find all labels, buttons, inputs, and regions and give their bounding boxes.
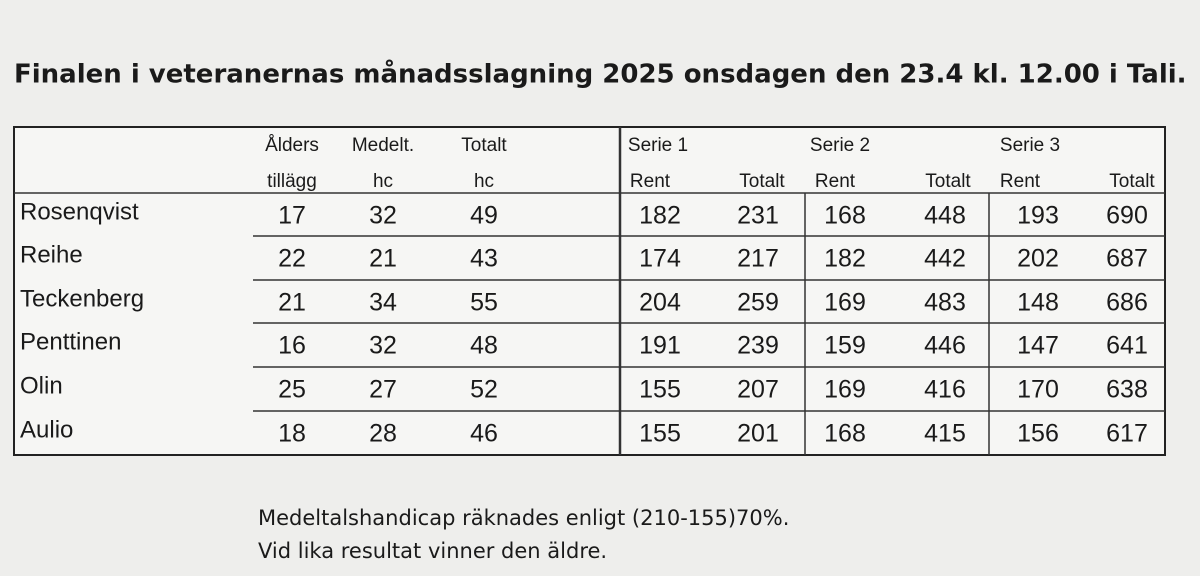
- cell: 18: [278, 420, 306, 448]
- cell: 170: [1017, 376, 1059, 404]
- cell: 416: [924, 376, 966, 404]
- table-frame: [13, 126, 1166, 456]
- cell: 415: [924, 420, 966, 448]
- header-label: Totalt: [461, 135, 507, 156]
- cell: 49: [470, 202, 498, 230]
- cell: 17: [278, 202, 306, 230]
- cell: 21: [278, 289, 306, 317]
- cell: 16: [278, 332, 306, 360]
- player-name: Teckenberg: [20, 285, 144, 312]
- cell: 21: [369, 245, 397, 273]
- cell: 217: [737, 245, 779, 273]
- header-label: Medelt.: [352, 135, 414, 156]
- player-name: Rosenqvist: [20, 198, 139, 225]
- cell: 34: [369, 289, 397, 317]
- cell: 239: [737, 332, 779, 360]
- cell: 231: [737, 202, 779, 230]
- cell: 638: [1106, 376, 1148, 404]
- cell: 52: [470, 376, 498, 404]
- cell: 48: [470, 332, 498, 360]
- header-label: Rent: [1000, 171, 1041, 192]
- player-name: Aulio: [20, 416, 73, 443]
- cell: 193: [1017, 202, 1059, 230]
- cell: 687: [1106, 245, 1148, 273]
- cell: 43: [470, 245, 498, 273]
- cell: 169: [824, 376, 866, 404]
- player-name: Reihe: [20, 241, 83, 268]
- cell: 204: [639, 289, 681, 317]
- cell: 27: [369, 376, 397, 404]
- cell: 446: [924, 332, 966, 360]
- cell: 202: [1017, 245, 1059, 273]
- header-label: Totalt: [739, 171, 785, 192]
- cell: 155: [639, 420, 681, 448]
- header-label: tillägg: [267, 171, 317, 192]
- header-label: hc: [373, 171, 393, 192]
- cell: 686: [1106, 289, 1148, 317]
- header-label: Serie 3: [1000, 135, 1060, 156]
- header-label: Totalt: [1109, 171, 1155, 192]
- cell: 55: [470, 289, 498, 317]
- cell: 182: [639, 202, 681, 230]
- player-name: Penttinen: [20, 328, 121, 355]
- title: Finalen i veteranernas månadsslagning 20…: [14, 58, 1187, 90]
- cell: 156: [1017, 420, 1059, 448]
- cell: 259: [737, 289, 779, 317]
- cell: 174: [639, 245, 681, 273]
- cell: 32: [369, 202, 397, 230]
- cell: 147: [1017, 332, 1059, 360]
- header-label: Rent: [815, 171, 856, 192]
- cell: 201: [737, 420, 779, 448]
- cell: 448: [924, 202, 966, 230]
- header-label: Ålders: [265, 135, 319, 156]
- cell: 155: [639, 376, 681, 404]
- cell: 22: [278, 245, 306, 273]
- cell: 483: [924, 289, 966, 317]
- cell: 148: [1017, 289, 1059, 317]
- player-name: Olin: [20, 372, 63, 399]
- header-label: hc: [474, 171, 494, 192]
- cell: 168: [824, 202, 866, 230]
- cell: 46: [470, 420, 498, 448]
- header-label: Serie 1: [628, 135, 688, 156]
- cell: 25: [278, 376, 306, 404]
- cell: 159: [824, 332, 866, 360]
- cell: 690: [1106, 202, 1148, 230]
- header-label: Totalt: [925, 171, 971, 192]
- note: Medeltalshandicap räknades enligt (210-1…: [258, 506, 789, 530]
- cell: 191: [639, 332, 681, 360]
- cell: 168: [824, 420, 866, 448]
- note: Vid lika resultat vinner den äldre.: [258, 539, 607, 563]
- header-label: Serie 2: [810, 135, 870, 156]
- cell: 641: [1106, 332, 1148, 360]
- cell: 442: [924, 245, 966, 273]
- cell: 32: [369, 332, 397, 360]
- cell: 169: [824, 289, 866, 317]
- header-label: Rent: [630, 171, 671, 192]
- cell: 28: [369, 420, 397, 448]
- cell: 617: [1106, 420, 1148, 448]
- cell: 207: [737, 376, 779, 404]
- cell: 182: [824, 245, 866, 273]
